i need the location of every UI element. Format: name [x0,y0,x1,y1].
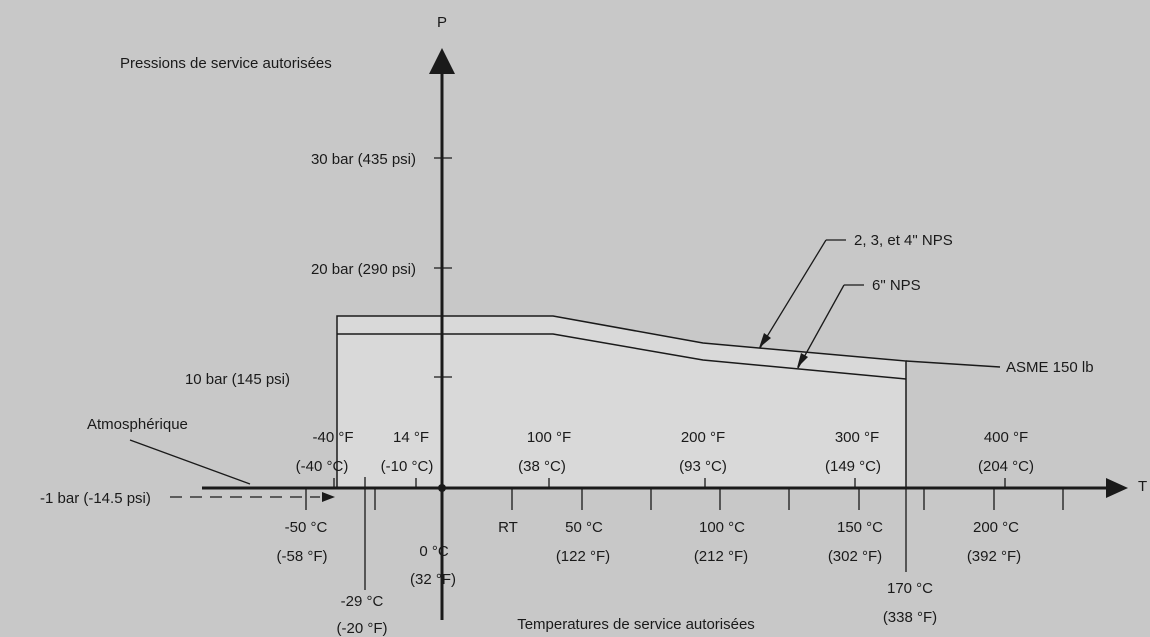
limit-high-f: (338 °F) [883,609,937,626]
f-label-minus40-c: (-40 °C) [296,458,349,475]
t-axis-arrowhead [1106,478,1128,498]
origin-dot [438,484,446,492]
c-label-50: 50 °C [565,519,603,536]
c-label-100-f: (212 °F) [694,548,748,565]
pressure-label-30: 30 bar (435 psi) [311,151,416,168]
limit-low-f: (-20 °F) [337,620,388,637]
t-axis-label: T [1138,478,1147,495]
c-label-150: 150 °C [837,519,883,536]
rt-label: RT [498,519,518,536]
f-label-200: 200 °F [681,429,725,446]
c-label-200-f: (392 °F) [967,548,1021,565]
pressure-label-20: 20 bar (290 psi) [311,261,416,278]
leader-nps-small-arrowhead [759,333,771,348]
c-label-0: 0 °C [419,543,449,560]
atmospheric-dashed-arrowhead [322,492,335,502]
f-label-minus40: -40 °F [312,429,353,446]
f-label-14-c: (-10 °C) [381,458,434,475]
leader-nps-6-arrowhead [797,353,808,368]
c-label-200: 200 °C [973,519,1019,536]
leader-nps-6 [797,284,845,369]
f-label-100-c: (38 °C) [518,458,566,475]
c-label-0-f: (32 °F) [410,571,456,588]
y-axis-title: Pressions de service autorisées [120,55,332,72]
f-label-14: 14 °F [393,429,429,446]
atmospheric-leader [129,439,251,485]
f-label-100: 100 °F [527,429,571,446]
c-label-150-f: (302 °F) [828,548,882,565]
c-label-minus50-f: (-58 °F) [277,548,328,565]
f-label-300: 300 °F [835,429,879,446]
pressure-label-10: 10 bar (145 psi) [185,371,290,388]
c-label-100: 100 °C [699,519,745,536]
series-label-asme: ASME 150 lb [1006,359,1094,376]
f-label-300-c: (149 °C) [825,458,881,475]
series-label-nps-6: 6" NPS [872,277,921,294]
celsius-ticks [305,488,1064,510]
atmospheric-label: Atmosphérique [87,416,188,433]
p-axis-label: P [437,14,447,31]
limit-low-c: -29 °C [341,593,384,610]
c-label-50-f: (122 °F) [556,548,610,565]
f-label-200-c: (93 °C) [679,458,727,475]
series-label-nps-small: 2, 3, et 4" NPS [854,232,953,249]
limit-high-c: 170 °C [887,580,933,597]
p-axis-arrowhead [429,48,455,74]
f-label-400-c: (204 °C) [978,458,1034,475]
atmospheric-value: -1 bar (-14.5 psi) [40,490,151,507]
leader-nps-small [759,239,827,349]
f-label-400: 400 °F [984,429,1028,446]
curve-6-nps [337,333,907,380]
fahrenheit-ticks [333,478,1006,488]
curve-asme-extension [905,360,1001,368]
c-label-minus50: -50 °C [285,519,328,536]
x-axis-title: Temperatures de service autorisées [517,616,755,633]
